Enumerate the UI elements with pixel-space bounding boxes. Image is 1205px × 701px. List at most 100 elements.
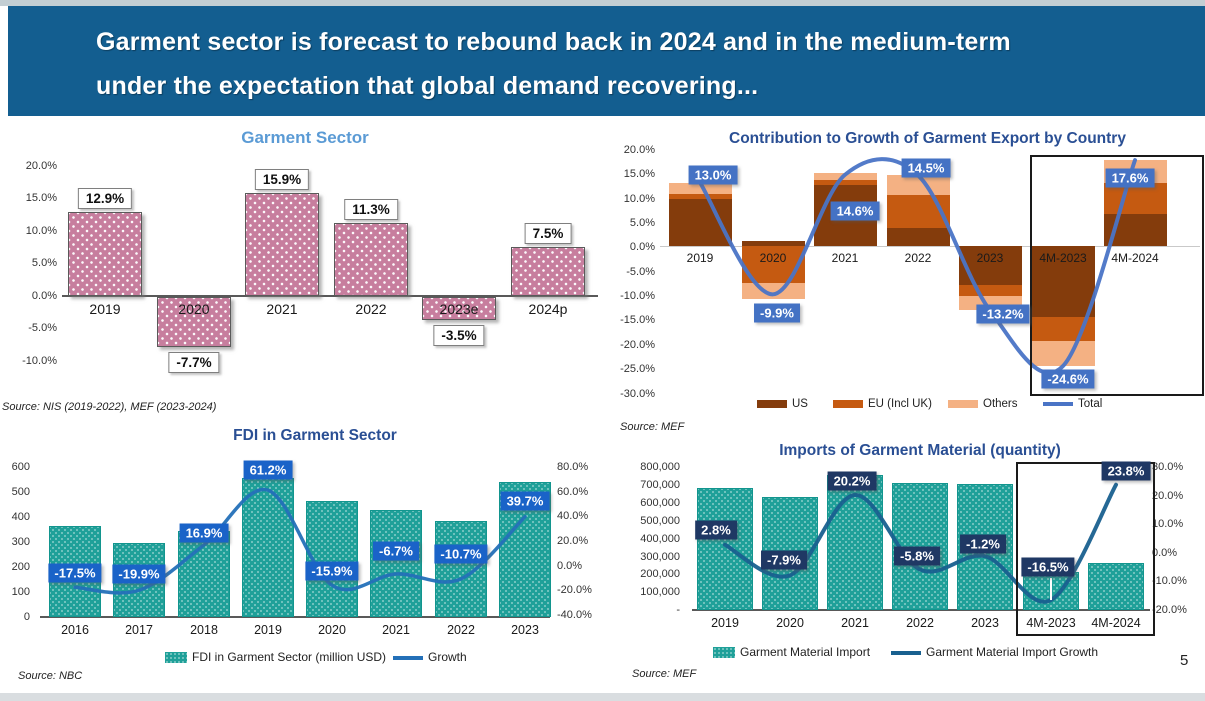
y-tick-imports-right: -20.0% [1152, 604, 1187, 616]
legend-item-others: Others [948, 398, 1018, 410]
highlight-frame-imports [1016, 462, 1155, 636]
y-tick-imports-left: 100,000 [640, 586, 680, 598]
total-label-4M-2023: -24.6% [1041, 369, 1095, 389]
total-label-2022: 14.5% [901, 158, 951, 178]
legend-item-fdi-growth: Growth [393, 650, 467, 664]
bar-2024p [511, 247, 585, 296]
bar-fdi-2020 [306, 500, 358, 617]
growth-label-2016: -17.5% [48, 563, 102, 583]
y-tick-imports-left: 400,000 [640, 533, 680, 545]
x-axis-label: 2019 [711, 616, 739, 630]
x-axis-label: 2021 [266, 301, 298, 317]
value-label-2023e: -3.5% [433, 324, 485, 346]
y-tick-export: 10.0% [623, 193, 655, 205]
x-axis-label: 2022 [447, 623, 475, 637]
y-tick-fdi-right: 40.0% [557, 510, 589, 522]
x-axis-label: 2020 [318, 623, 346, 637]
value-label-2020: -7.7% [168, 352, 220, 374]
y-tick-garment: -10.0% [22, 355, 57, 367]
import-line-swatch [891, 651, 921, 655]
y-tick-imports-left: 600,000 [640, 497, 680, 509]
value-label-2019: 12.9% [77, 188, 133, 210]
bar-2023e [422, 297, 496, 320]
x-axis-label: 2016 [61, 623, 89, 637]
chart-title-fdi: FDI in Garment Sector [233, 427, 397, 444]
segment-Others-2022 [886, 175, 950, 195]
y-tick-imports-right: 30.0% [1152, 461, 1184, 473]
bar-import-2019 [697, 487, 753, 610]
y-tick-fdi-left: 300 [11, 536, 30, 548]
x-axis-label: 2019 [89, 301, 121, 317]
y-tick-export: 0.0% [629, 241, 655, 253]
chart-title-garment-sector: Garment Sector [241, 128, 369, 147]
y-tick-export: -20.0% [620, 339, 655, 351]
y-tick-fdi-left: 600 [11, 461, 30, 473]
growth-label-2022: -10.7% [434, 544, 488, 564]
x-axis-label: 2020 [178, 301, 210, 317]
y-tick-imports-left: 200,000 [640, 568, 680, 580]
value-label-2021: 15.9% [254, 168, 310, 190]
y-tick-fdi-left: 0 [23, 611, 30, 623]
y-tick-fdi-left: 500 [11, 486, 30, 498]
y-tick-export: 20.0% [623, 144, 655, 156]
y-tick-garment: 20.0% [25, 160, 57, 172]
y-tick-fdi-left: 400 [11, 511, 30, 523]
chart-title-imports: Imports of Garment Material (quantity) [779, 442, 1061, 459]
total-label-2019: 13.0% [688, 165, 738, 185]
import-bar-swatch [713, 647, 735, 659]
y-tick-imports-left: 500,000 [640, 515, 680, 527]
segment-EU (Incl UK)-2023 [958, 285, 1022, 296]
legend-label-eu: EU (Incl UK) [868, 398, 932, 410]
y-tick-imports-right: -10.0% [1152, 575, 1187, 587]
y-tick-export: -25.0% [620, 363, 655, 375]
legend-label-fdi-bars: FDI in Garment Sector (million USD) [192, 650, 387, 664]
x-axis-label: 2023e [439, 301, 479, 317]
x-axis-label: 2021 [382, 623, 410, 637]
source-export-contribution: Source: MEF [620, 421, 685, 433]
x-axis-label: 2021 [841, 616, 869, 630]
y-tick-garment: 0.0% [31, 290, 57, 302]
segment-EU (Incl UK)-2019 [668, 194, 732, 199]
segment-US-2022 [886, 228, 950, 246]
legend-label-total: Total [1078, 398, 1103, 410]
total-line-swatch [1043, 402, 1073, 406]
import-growth-label-2019: 2.8% [695, 520, 737, 540]
growth-label-2023: 39.7% [500, 491, 550, 511]
total-label-2021: 14.6% [830, 201, 880, 221]
growth-label-2019: 61.2% [243, 460, 293, 480]
x-axis-label: 2023 [971, 616, 999, 630]
y-tick-fdi-right: -40.0% [557, 609, 592, 621]
y-tick-garment: -5.0% [28, 322, 57, 334]
y-tick-imports-right: 10.0% [1152, 518, 1184, 530]
bar-fdi-2019 [242, 478, 294, 617]
x-axis-label: 2022 [906, 616, 934, 630]
x-axis-label: 2023 [511, 623, 539, 637]
y-tick-imports-left: - [676, 604, 680, 616]
x-axis-label: 2019 [254, 623, 282, 637]
eu-swatch [833, 399, 863, 408]
import-growth-label-4M-2024: 23.8% [1101, 461, 1151, 481]
y-tick-garment: 10.0% [25, 225, 57, 237]
fdi-bar-swatch [165, 652, 187, 664]
y-tick-export: 15.0% [623, 168, 655, 180]
x-axis-label: 2018 [190, 623, 218, 637]
bar-fdi-2022 [435, 520, 487, 617]
growth-label-2021: -6.7% [373, 541, 419, 561]
bar-2021 [245, 192, 319, 296]
x-axis-label: 4M-2023 [1026, 616, 1076, 630]
legend-label-import-growth: Garment Material Import Growth [926, 645, 1099, 659]
x-axis-label: 2022 [355, 301, 387, 317]
value-label-2022: 11.3% [344, 198, 398, 220]
total-label-4M-2024: 17.6% [1105, 168, 1155, 188]
x-axis-label: 2024p [528, 301, 568, 317]
x-axis-garment [62, 295, 598, 297]
y-tick-fdi-left: 200 [11, 561, 30, 573]
growth-label-2017: -19.9% [112, 564, 166, 584]
segment-EU (Incl UK)-2022 [886, 194, 950, 229]
segment-US-2019 [668, 198, 732, 246]
top-edge-strip [0, 0, 1205, 6]
source-fdi: Source: NBC [18, 670, 83, 682]
y-tick-fdi-right: 80.0% [557, 461, 589, 473]
y-tick-garment: 15.0% [25, 192, 57, 204]
